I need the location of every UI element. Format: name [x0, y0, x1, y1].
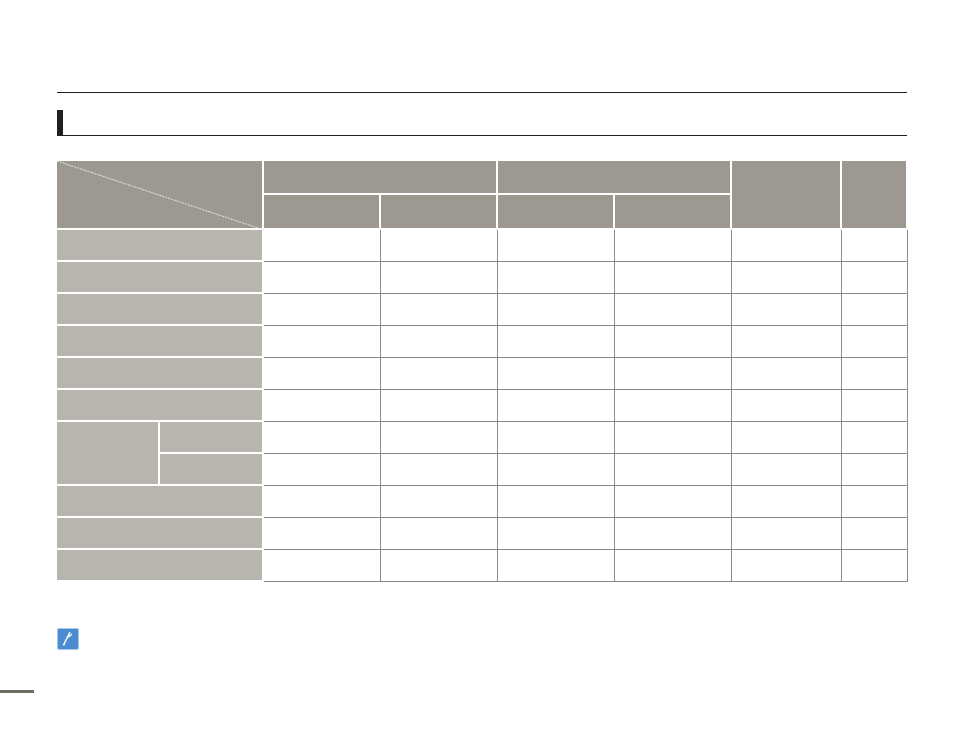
table-cell — [381, 422, 498, 454]
table-cell — [498, 294, 615, 326]
section-rule — [57, 135, 907, 136]
table-cell — [732, 518, 842, 550]
row-header-cell — [57, 326, 264, 358]
table-cell — [381, 326, 498, 358]
table-cell — [615, 422, 732, 454]
table-cell — [732, 454, 842, 486]
table-cell — [381, 550, 498, 582]
row-header-cell — [57, 358, 264, 390]
table-cell — [732, 262, 842, 294]
table-cell — [842, 550, 908, 582]
table-cell — [732, 326, 842, 358]
table-cell — [264, 294, 381, 326]
table-cell — [498, 454, 615, 486]
table-cell — [264, 550, 381, 582]
table-cell — [381, 230, 498, 262]
table-cell — [264, 230, 381, 262]
table-cell — [381, 454, 498, 486]
table-cell — [842, 358, 908, 390]
section-marker — [57, 110, 63, 135]
table-cell — [615, 454, 732, 486]
row-header-cell — [57, 230, 264, 262]
header-group-cell — [498, 161, 732, 195]
table-cell — [264, 454, 381, 486]
table-cell — [498, 518, 615, 550]
table-cell — [732, 422, 842, 454]
table-cell — [264, 486, 381, 518]
row-header-cell — [57, 486, 264, 518]
header-cell — [732, 161, 842, 230]
table-cell — [732, 358, 842, 390]
top-rule — [57, 92, 907, 93]
table-cell — [498, 230, 615, 262]
table-cell — [842, 326, 908, 358]
table-cell — [842, 390, 908, 422]
header-diagonal — [57, 161, 264, 230]
row-subheader-cell — [160, 422, 264, 454]
table-cell — [381, 390, 498, 422]
row-header-cell — [57, 262, 264, 294]
header-group-cell — [264, 161, 498, 195]
header-subcell — [264, 195, 381, 230]
table-cell — [498, 550, 615, 582]
table-cell — [732, 486, 842, 518]
row-header-cell — [57, 390, 264, 422]
table-cell — [615, 294, 732, 326]
table-cell — [842, 486, 908, 518]
row-subheader-cell — [160, 454, 264, 486]
table-cell — [615, 390, 732, 422]
table-cell — [264, 262, 381, 294]
table-cell — [615, 518, 732, 550]
table-cell — [381, 486, 498, 518]
row-header-cell — [57, 422, 160, 486]
table-cell — [381, 262, 498, 294]
table-cell — [381, 358, 498, 390]
header-subcell — [498, 195, 615, 230]
table-cell — [842, 262, 908, 294]
table-cell — [615, 326, 732, 358]
row-header-cell — [57, 294, 264, 326]
table-cell — [381, 294, 498, 326]
table-cell — [498, 390, 615, 422]
header-subcell — [615, 195, 732, 230]
table-cell — [264, 422, 381, 454]
table-cell — [498, 262, 615, 294]
table-cell — [264, 358, 381, 390]
table-cell — [498, 486, 615, 518]
table-cell — [498, 422, 615, 454]
header-subcell — [381, 195, 498, 230]
table-cell — [732, 390, 842, 422]
table-cell — [615, 230, 732, 262]
table-cell — [615, 262, 732, 294]
table-cell — [381, 518, 498, 550]
table-cell — [842, 454, 908, 486]
row-header-cell — [57, 518, 264, 550]
header-cell — [842, 161, 908, 230]
table-cell — [732, 230, 842, 262]
table-cell — [615, 550, 732, 582]
table-cell — [264, 326, 381, 358]
table-cell — [842, 422, 908, 454]
table-cell — [498, 326, 615, 358]
table-cell — [842, 294, 908, 326]
table-cell — [842, 230, 908, 262]
table-cell — [842, 518, 908, 550]
table-cell — [732, 294, 842, 326]
note-pencil-icon — [57, 628, 79, 650]
table-cell — [732, 550, 842, 582]
table-cell — [615, 358, 732, 390]
table-cell — [498, 358, 615, 390]
row-header-cell — [57, 550, 264, 582]
table-cell — [264, 390, 381, 422]
table-cell — [264, 518, 381, 550]
table-cell — [615, 486, 732, 518]
page-footer-bar — [0, 690, 34, 693]
